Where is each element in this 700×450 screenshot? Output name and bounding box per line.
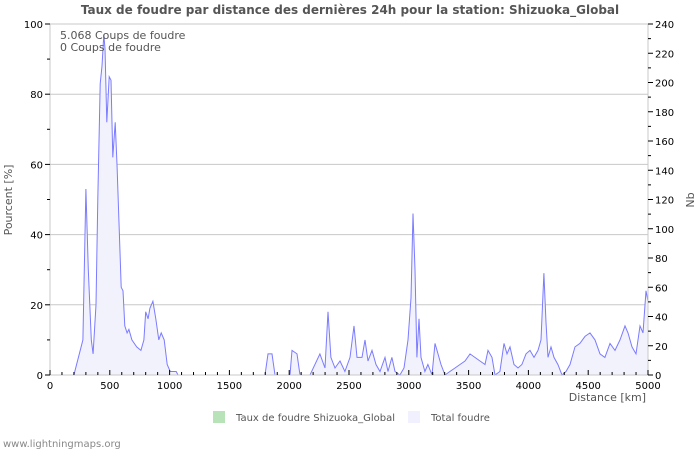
x-tick-label: 3500	[456, 381, 481, 392]
x-tick-label: 4500	[575, 381, 600, 392]
y2-tick-label: 80	[655, 254, 668, 265]
x-tick-label: 1500	[217, 381, 242, 392]
plot-frame	[49, 23, 649, 376]
y-tick-label: 40	[30, 231, 43, 242]
x-tick-label: 4000	[516, 381, 541, 392]
y2-tick-label: 240	[655, 20, 674, 31]
x-tick-label: 2000	[276, 381, 301, 392]
annotation-total: 5.068 Coups de foudre	[60, 29, 186, 42]
series-total-foudre-line	[73, 34, 649, 376]
y-tick-label: 60	[30, 160, 43, 171]
y-tick-label: 20	[30, 301, 43, 312]
series-total-foudre-area	[73, 34, 648, 375]
x-tick-label: 2500	[336, 381, 361, 392]
x-tick-label: 1000	[157, 381, 182, 392]
axes: 0204060801000204060801001201401601802002…	[24, 20, 674, 392]
footer-credit: www.lightningmaps.org	[3, 439, 121, 450]
y-tick-label: 80	[30, 90, 43, 101]
x-axis-label: Distance [km]	[569, 391, 646, 404]
legend-label-total: Total foudre	[430, 413, 490, 424]
x-tick-label: 0	[47, 381, 53, 392]
y2-tick-label: 120	[655, 196, 674, 207]
y2-tick-label: 60	[655, 283, 668, 294]
y2-tick-label: 40	[655, 313, 668, 324]
y2-tick-label: 20	[655, 342, 668, 353]
chart-title: Taux de foudre par distance des dernière…	[81, 3, 619, 18]
y-axis-label: Pourcent [%]	[2, 165, 15, 236]
y2-axis-label: Nb	[684, 192, 697, 207]
y2-tick-label: 200	[655, 79, 674, 90]
annotation-station: 0 Coups de foudre	[60, 41, 161, 54]
legend-swatch-total	[408, 411, 420, 423]
x-tick-label: 500	[100, 381, 119, 392]
y-tick-label: 0	[37, 371, 43, 382]
x-tick-label: 3000	[396, 381, 421, 392]
y2-tick-label: 140	[655, 166, 674, 177]
y2-tick-label: 100	[655, 225, 674, 236]
y2-tick-label: 220	[655, 49, 674, 60]
y-tick-label: 100	[24, 20, 43, 31]
y2-tick-label: 180	[655, 108, 674, 119]
legend-label-taux: Taux de foudre Shizuoka_Global	[235, 413, 395, 424]
legend-swatch-taux	[213, 411, 225, 423]
grid	[50, 93, 648, 306]
y2-tick-label: 160	[655, 137, 674, 148]
y2-tick-label: 0	[655, 371, 661, 382]
x-tick-label: 5000	[635, 381, 660, 392]
